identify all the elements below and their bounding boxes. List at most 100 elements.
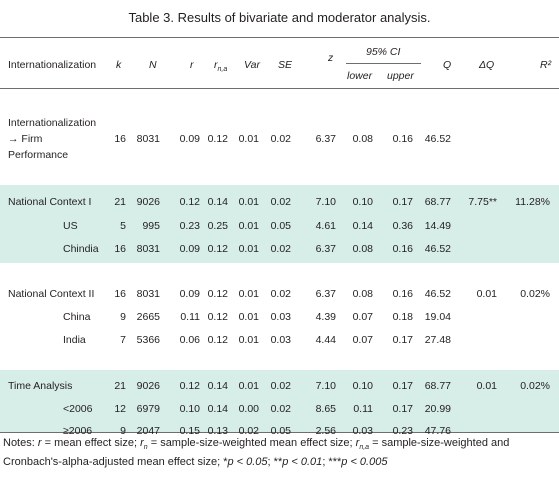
cell-z: 7.10 <box>315 380 336 392</box>
header-internationalization: Internationalization <box>8 59 97 71</box>
cell-lower: 0.10 <box>352 196 373 208</box>
notes-text: = sample-size-weighted mean effect size; <box>147 437 356 449</box>
cell-r: 0.12 <box>179 380 200 392</box>
cell-upper: 0.23 <box>392 425 413 437</box>
cell-var: 0.00 <box>238 403 259 415</box>
cell-lower: 0.08 <box>352 243 373 255</box>
cell-rna: 0.14 <box>207 403 228 415</box>
cell-k: 21 <box>114 380 126 392</box>
row-label: National Context I <box>8 196 92 208</box>
cell-upper: 0.17 <box>392 334 413 346</box>
table-row: India 7 5366 0.06 0.12 0.01 0.03 4.44 0.07 0.17 27… <box>0 334 559 348</box>
table-row: 16 8031 0.09 0.12 0.01 0.02 6.37 0.08 0.16 46.52 <box>0 133 559 147</box>
cell-rna: 0.12 <box>207 133 228 145</box>
row-label: National Context II <box>8 288 95 300</box>
cell-var: 0.01 <box>238 380 259 392</box>
cell-Q: 46.52 <box>424 288 451 300</box>
cell-se: 0.02 <box>270 243 291 255</box>
cell-r: 0.09 <box>179 243 200 255</box>
cell-N: 8031 <box>136 133 160 145</box>
cell-z: 6.37 <box>315 243 336 255</box>
cell-R2: 11.28% <box>515 196 550 208</box>
shade-time-analysis <box>0 370 559 432</box>
cell-upper: 0.16 <box>392 243 413 255</box>
cell-var: 0.01 <box>238 334 259 346</box>
cell-k: 16 <box>114 288 126 300</box>
cell-Q: 27.48 <box>424 334 451 346</box>
cell-rna: 0.12 <box>207 243 228 255</box>
header-delta-q: ΔQ <box>479 59 495 71</box>
row-label: ≥2006 <box>63 425 93 437</box>
cell-r: 0.06 <box>179 334 200 346</box>
cell-rna: 0.12 <box>207 288 228 300</box>
cell-lower: 0.03 <box>352 425 373 437</box>
row-label: US <box>63 220 78 232</box>
table-row: Chindia 16 8031 0.09 0.12 0.01 0.02 6.37 0.08 0.1… <box>0 243 559 257</box>
cell-z: 4.61 <box>315 220 336 232</box>
cell-N: 8031 <box>136 243 160 255</box>
header-lower: lower <box>347 70 373 82</box>
row-label: Chindia <box>63 243 99 255</box>
cell-upper: 0.36 <box>392 220 413 232</box>
cell-rna: 0.14 <box>207 196 228 208</box>
cell-N: 9026 <box>136 380 160 392</box>
notes-pvalue: p < 0.01 <box>282 456 323 469</box>
header-se: SE <box>278 59 293 71</box>
cell-z: 7.10 <box>315 196 336 208</box>
cell-rna: 0.12 <box>207 334 228 346</box>
cell-r: 0.12 <box>179 196 200 208</box>
cell-var: 0.01 <box>238 288 259 300</box>
cell-R2: 0.02% <box>520 380 550 392</box>
cell-var: 0.02 <box>238 425 259 437</box>
cell-lower: 0.07 <box>352 334 373 346</box>
notes-symbol: r <box>355 437 360 449</box>
cell-rna: 0.25 <box>207 220 228 232</box>
cell-N: 2047 <box>136 425 160 437</box>
header-top-rule <box>0 37 559 38</box>
notes-text: ; ** <box>267 456 283 469</box>
ci-rule <box>346 63 421 64</box>
notes-subscript: n <box>143 444 148 452</box>
cell-dQ: 0.01 <box>476 288 497 300</box>
cell-z: 4.44 <box>315 334 336 346</box>
table-title: Table 3. Results of bivariate and modera… <box>128 10 431 25</box>
cell-z: 2.56 <box>315 425 336 437</box>
cell-lower: 0.10 <box>352 380 373 392</box>
row-label-line: Internationalization <box>8 117 97 129</box>
cell-rna: 0.13 <box>207 425 228 437</box>
header-r-squared: R² <box>540 59 552 71</box>
cell-se: 0.02 <box>270 288 291 300</box>
cell-z: 4.39 <box>315 311 336 323</box>
table-bottom-rule <box>0 432 559 433</box>
cell-rna: 0.12 <box>207 311 228 323</box>
notes-pvalue: p < 0.05 <box>227 456 268 469</box>
cell-Q: 20.99 <box>424 403 451 415</box>
notes-subscript: n,a <box>359 444 370 452</box>
row-label: <2006 <box>63 403 93 415</box>
cell-k: 16 <box>114 133 126 145</box>
notes-symbol: r <box>37 437 42 449</box>
cell-k: 5 <box>120 220 126 232</box>
cell-se: 0.02 <box>270 380 291 392</box>
table-row: <2006 12 6979 0.10 0.14 0.00 0.02 8.65 0.11 0.17 2… <box>0 403 559 417</box>
table-row: China 9 2665 0.11 0.12 0.01 0.03 4.39 0.07 0.18 19… <box>0 311 559 325</box>
table-row: Time Analysis 21 9026 0.12 0.14 0.01 0.02 7.10 0… <box>0 380 559 394</box>
cell-r: 0.09 <box>179 288 200 300</box>
cell-var: 0.01 <box>238 133 259 145</box>
row-label: China <box>63 311 91 323</box>
cell-Q: 68.77 <box>424 196 451 208</box>
cell-N: 8031 <box>136 288 160 300</box>
shade-national-context-1 <box>0 185 559 263</box>
cell-k: 16 <box>114 243 126 255</box>
notes-text: ; *** <box>322 456 342 469</box>
cell-Q: 19.04 <box>424 311 451 323</box>
header-95ci: 95% CI <box>366 46 401 58</box>
cell-upper: 0.18 <box>392 311 413 323</box>
cell-r: 0.15 <box>179 425 200 437</box>
cell-r: 0.10 <box>179 403 200 415</box>
cell-z: 8.65 <box>315 403 336 415</box>
table-row: US 5 995 0.23 0.25 0.01 0.05 4.61 0.14 0.36 14.49 <box>0 220 559 234</box>
row-label: Time Analysis <box>8 380 73 392</box>
header-z: z <box>328 52 334 64</box>
cell-r: 0.09 <box>179 133 200 145</box>
